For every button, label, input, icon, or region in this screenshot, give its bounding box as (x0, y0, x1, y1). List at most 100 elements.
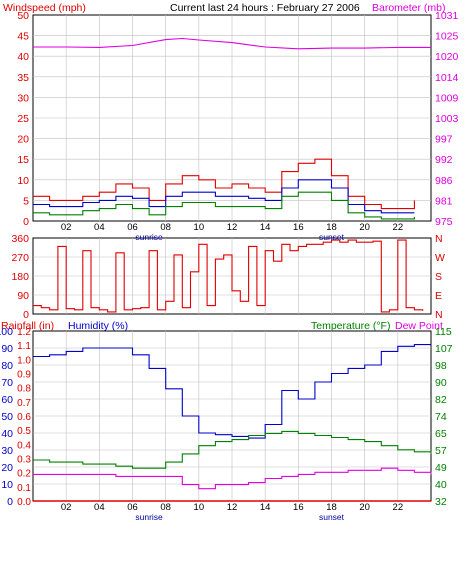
wind-x-tick-label: 16 (293, 222, 304, 233)
rainfall-axis-title: Rainfall (in) (1, 320, 54, 332)
barometer-tick-label: 981 (435, 195, 453, 207)
wind-x-tick-label: 10 (194, 222, 205, 233)
dew-point-series-line (33, 467, 432, 490)
rainfall-tick-label: 0.7 (17, 398, 31, 409)
barometer-tick-label: 1009 (435, 92, 459, 104)
rainfall-tick-label: 0.9 (17, 370, 31, 381)
temperature-tick-label: 57 (435, 445, 447, 457)
wind-average-series-line (33, 179, 415, 214)
wind-low-series-line (33, 191, 415, 220)
barometer-tick-label: 1014 (435, 72, 459, 84)
direction-compass-tick-label: N (435, 309, 443, 321)
windspeed-tick-label: 35 (17, 72, 29, 84)
temperature-tick-label: 90 (435, 377, 447, 389)
climate-x-tick-label: 22 (393, 502, 404, 513)
humidity-tick-label: 10 (1, 479, 13, 491)
barometer-tick-label: 1031 (435, 10, 459, 22)
windspeed-axis-title: Windspeed (mph) (3, 2, 86, 14)
rainfall-tick-label: 0.5 (17, 426, 31, 437)
chart-title: Current last 24 hours : February 27 2006 (170, 2, 360, 14)
wind-x-tick-label: 20 (359, 222, 370, 233)
barometer-tick-label: 1025 (435, 31, 459, 43)
direction-compass-tick-label: N (435, 233, 443, 245)
windspeed-tick-label: 20 (17, 134, 29, 146)
climate-x-tick-label: 18 (326, 502, 337, 513)
climate-x-tick-label: 16 (293, 502, 304, 513)
wind-x-tick-label: 06 (127, 222, 138, 233)
windspeed-tick-label: 0 (23, 216, 29, 228)
temperature-tick-label: 49 (435, 462, 447, 474)
rainfall-tick-label: 1.0 (17, 355, 31, 366)
humidity-series-line (33, 344, 431, 439)
temperature-tick-label: 40 (435, 479, 447, 491)
wind-x-tick-label: 02 (61, 222, 72, 233)
windspeed-tick-label: 10 (17, 175, 29, 187)
humidity-tick-label: 40 (1, 428, 13, 440)
direction-compass-tick-label: S (435, 271, 442, 283)
windspeed-tick-label: 25 (17, 113, 29, 125)
temperature-tick-label: 32 (435, 496, 447, 508)
wind-x-tick-label: 04 (94, 222, 105, 233)
humidity-tick-label: 90 (1, 343, 13, 355)
rainfall-tick-label: 0.3 (17, 455, 31, 466)
rainfall-tick-label: 1.2 (17, 327, 31, 338)
humidity-tick-label: 30 (1, 445, 13, 457)
wind-marker-sunset: sunset (319, 232, 345, 242)
humidity-tick-label: 20 (1, 462, 13, 474)
windspeed-tick-label: 50 (17, 10, 29, 22)
temperature-series-line (33, 430, 432, 469)
direction-compass-tick-label: W (435, 252, 445, 264)
climate-x-tick-label: 12 (227, 502, 238, 513)
rainfall-tick-label: 0.8 (17, 384, 31, 395)
barometer-series-line (33, 37, 431, 50)
barometer-tick-label: 1020 (435, 51, 459, 63)
humidity-tick-label: 70 (1, 377, 13, 389)
wind-x-tick-label: 18 (326, 222, 337, 233)
rainfall-tick-label: 0.0 (17, 497, 31, 508)
barometer-axis-title: Barometer (mb) (372, 2, 446, 14)
barometer-tick-label: 997 (435, 134, 453, 146)
temperature-tick-label: 82 (435, 394, 447, 406)
barometer-tick-label: 986 (435, 175, 453, 187)
humidity-axis-title: Humidity (%) (68, 320, 128, 332)
rainfall-tick-label: 0.1 (17, 483, 31, 494)
direction-degrees-tick-label: 90 (17, 290, 29, 302)
direction-degrees-tick-label: 270 (11, 252, 29, 264)
windspeed-tick-label: 30 (17, 92, 29, 104)
direction-compass-tick-label: E (435, 290, 442, 302)
climate-x-tick-label: 14 (260, 502, 271, 513)
temperature-tick-label: 115 (435, 326, 452, 338)
wind-x-tick-label: 14 (260, 222, 271, 233)
rainfall-tick-label: 1.1 (17, 341, 31, 352)
barometer-tick-label: 992 (435, 154, 453, 166)
wind-x-tick-label: 08 (160, 222, 171, 233)
rainfall-tick-label: 0.4 (17, 440, 31, 451)
climate-marker-sunset: sunset (319, 512, 345, 522)
windspeed-tick-label: 15 (17, 154, 29, 166)
rainfall-tick-label: 0.6 (17, 412, 31, 423)
windspeed-tick-label: 40 (17, 51, 29, 63)
windspeed-tick-label: 45 (17, 31, 29, 43)
barometer-tick-label: 1003 (435, 113, 459, 125)
direction-degrees-tick-label: 0 (23, 309, 29, 321)
climate-x-tick-label: 10 (194, 502, 205, 513)
temperature-tick-label: 107 (435, 343, 453, 355)
dewpoint-axis-title: Dew Point (395, 320, 443, 332)
humidity-tick-label: 80 (1, 360, 13, 372)
humidity-tick-label: 60 (1, 394, 13, 406)
wind-x-tick-label: 12 (227, 222, 238, 233)
wind-gust-series-line (33, 158, 415, 210)
climate-x-tick-label: 20 (359, 502, 370, 513)
windspeed-tick-label: 5 (23, 195, 29, 207)
climate-x-tick-label: 02 (61, 502, 72, 513)
direction-degrees-tick-label: 180 (11, 271, 29, 283)
wind-x-tick-label: 22 (393, 222, 404, 233)
wind-direction-series-line (33, 239, 424, 313)
climate-x-tick-label: 06 (127, 502, 138, 513)
climate-marker-sunrise: sunrise (135, 512, 163, 522)
humidity-tick-label: 0 (7, 496, 13, 508)
rainfall-tick-label: 0.2 (17, 469, 31, 480)
temperature-axis-title: Temperature (°F) (311, 320, 390, 332)
temperature-tick-label: 65 (435, 428, 447, 440)
